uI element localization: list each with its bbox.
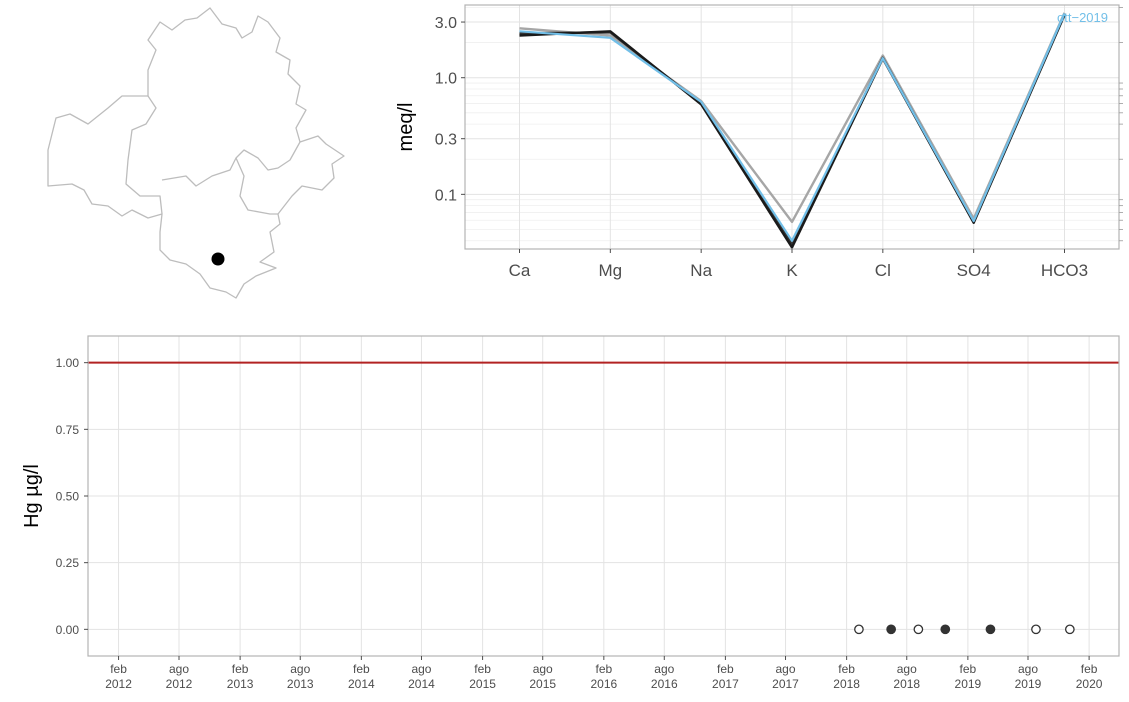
map-internal-boundary xyxy=(125,95,163,215)
hg-x-tick-month: ago xyxy=(533,662,553,676)
hg-x-tick-year: 2012 xyxy=(166,677,193,691)
ion-y-tick-label: 1.0 xyxy=(435,71,457,88)
hg-point-detected xyxy=(940,624,951,635)
hg-x-tick-year: 2018 xyxy=(893,677,920,691)
hg-x-tick-year: 2014 xyxy=(348,677,375,691)
ion-annotation: ott−2019 xyxy=(1057,10,1108,25)
hg-timeseries-chart: 0.000.250.500.751.00 feb2012ago2012feb20… xyxy=(21,335,1120,691)
hg-y-tick-label: 0.00 xyxy=(56,623,80,637)
ion-y-tick-label: 0.1 xyxy=(435,187,457,204)
hg-x-tick-year: 2016 xyxy=(651,677,678,691)
hg-x-tick-month: feb xyxy=(474,662,491,676)
hg-x-tick-month: feb xyxy=(595,662,612,676)
hg-x-tick-year: 2012 xyxy=(105,677,132,691)
hg-x-tick-year: 2015 xyxy=(469,677,496,691)
ion-x-tick-label: Mg xyxy=(599,261,623,280)
ion-y-tick-label: 0.3 xyxy=(435,132,457,149)
hg-x-tick-year: 2018 xyxy=(833,677,860,691)
hg-x-tick-month: feb xyxy=(110,662,127,676)
hg-grid xyxy=(88,336,1119,656)
hg-x-tick-month: ago xyxy=(654,662,674,676)
hg-y-tick-label: 0.25 xyxy=(56,556,80,570)
ion-grid xyxy=(465,5,1119,249)
ion-x-tick-label: HCO3 xyxy=(1041,261,1088,280)
hg-x-tick-year: 2019 xyxy=(1015,677,1042,691)
ion-x-tick-label: Na xyxy=(690,261,712,280)
hg-y-axis-title: Hg µg/l xyxy=(21,464,43,528)
map-internal-boundary xyxy=(161,141,301,187)
ion-series-line xyxy=(519,14,1066,249)
ion-x-ticks: Ca Mg Na K Cl SO4 HCO3 xyxy=(509,249,1088,280)
hg-x-ticks: feb2012ago2012feb2013ago2013feb2014ago20… xyxy=(105,656,1103,691)
hg-x-tick-month: ago xyxy=(1018,662,1038,676)
hg-x-tick-year: 2015 xyxy=(529,677,556,691)
hg-x-tick-month: feb xyxy=(1081,662,1098,676)
hg-x-tick-month: ago xyxy=(290,662,310,676)
ion-x-tick-label: Ca xyxy=(509,261,531,280)
hg-x-tick-year: 2020 xyxy=(1076,677,1103,691)
hg-x-tick-year: 2017 xyxy=(712,677,739,691)
hg-point-below-limit xyxy=(854,624,864,635)
map-outline-path xyxy=(47,7,345,299)
ion-y-ticks: 0.1 0.3 1.0 3.0 xyxy=(435,7,1123,242)
ion-y-axis-title: meq/l xyxy=(395,103,417,152)
hg-x-tick-year: 2016 xyxy=(590,677,617,691)
hg-x-tick-year: 2013 xyxy=(287,677,314,691)
hg-x-tick-month: feb xyxy=(232,662,249,676)
ion-x-tick-label: Cl xyxy=(875,261,891,280)
location-map xyxy=(47,7,345,299)
station-marker xyxy=(211,252,225,266)
hg-x-tick-month: ago xyxy=(776,662,796,676)
hg-x-tick-month: feb xyxy=(960,662,977,676)
hg-point-below-limit xyxy=(1031,624,1041,635)
hg-points xyxy=(854,624,1075,635)
hg-y-tick-label: 0.75 xyxy=(56,423,80,437)
ion-series-line xyxy=(519,13,1066,242)
ion-profile-chart: 0.1 0.3 1.0 3.0 Ca Mg Na K Cl SO4 HCO3 ott−2019 m… xyxy=(395,4,1123,280)
ion-series-lines xyxy=(519,12,1066,249)
hg-x-tick-month: feb xyxy=(717,662,734,676)
hg-point-below-limit xyxy=(913,624,924,635)
hg-point-detected xyxy=(985,624,996,635)
hg-y-tick-label: 0.50 xyxy=(56,490,80,504)
hg-x-tick-year: 2019 xyxy=(955,677,982,691)
hg-x-tick-month: ago xyxy=(897,662,917,676)
hg-x-tick-month: ago xyxy=(169,662,189,676)
municipality-outline xyxy=(47,7,345,299)
hg-y-ticks: 0.00 0.25 0.50 0.75 1.00 xyxy=(56,356,88,637)
ion-y-tick-label: 3.0 xyxy=(435,15,457,32)
map-internal-boundary xyxy=(235,157,278,215)
hg-y-tick-label: 1.00 xyxy=(56,356,80,370)
hg-point-detected xyxy=(886,624,896,635)
ion-x-tick-label: K xyxy=(786,261,798,280)
hg-x-tick-year: 2014 xyxy=(408,677,435,691)
hg-point-below-limit xyxy=(1064,624,1075,635)
ion-x-tick-label: SO4 xyxy=(957,261,991,280)
hg-x-tick-month: feb xyxy=(838,662,855,676)
hg-x-tick-month: ago xyxy=(411,662,431,676)
hg-x-tick-year: 2017 xyxy=(772,677,799,691)
hg-x-tick-year: 2013 xyxy=(227,677,254,691)
hg-x-tick-month: feb xyxy=(353,662,370,676)
